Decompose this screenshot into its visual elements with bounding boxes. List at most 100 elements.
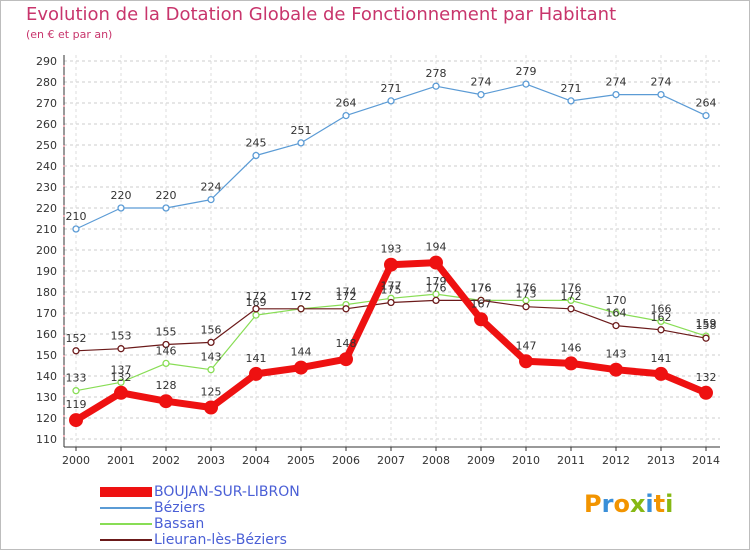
series-point-beziers	[702, 111, 710, 120]
data-label-lieuran: 176	[471, 281, 492, 294]
series-point-boujan	[384, 257, 398, 272]
series-point-boujan	[159, 394, 173, 409]
legend-item-bassan: Bassan	[100, 516, 430, 532]
legend-item-beziers: Béziers	[100, 500, 430, 516]
x-tick-label-2012: 2012	[602, 454, 630, 467]
data-label-lieuran: 173	[516, 288, 537, 301]
series-point-boujan	[339, 352, 353, 367]
y-tick-label-250: 250	[36, 139, 57, 152]
legend-swatch-lieuran	[100, 539, 152, 541]
data-label-lieuran: 164	[606, 307, 627, 320]
x-tick-label-2001: 2001	[107, 454, 135, 467]
series-point-beziers	[612, 90, 620, 99]
data-label-bassan: 177	[381, 279, 402, 292]
series-point-beziers	[297, 139, 305, 147]
series-point-bassan	[162, 359, 170, 368]
series-point-beziers	[387, 97, 395, 105]
legend-item-lieuran: Lieuran-lès-Béziers	[100, 532, 430, 548]
data-label-lieuran: 153	[111, 330, 132, 343]
data-label-bassan: 146	[156, 344, 177, 357]
data-label-bassan: 169	[246, 296, 267, 309]
data-label-bassan: 133	[66, 372, 87, 385]
series-point-lieuran	[297, 305, 305, 313]
series-point-boujan	[429, 255, 443, 270]
data-label-lieuran: 176	[426, 281, 447, 294]
data-label-boujan: 128	[156, 379, 177, 392]
data-label-beziers: 271	[561, 82, 582, 95]
y-tick-label-180: 180	[36, 286, 57, 299]
series-point-beziers	[567, 97, 575, 105]
data-label-bassan: 174	[336, 286, 357, 299]
data-label-boujan: 167	[471, 297, 492, 310]
data-label-boujan: 194	[426, 241, 447, 254]
data-label-boujan: 132	[111, 371, 132, 384]
data-label-boujan: 141	[246, 352, 267, 365]
data-label-lieuran: 162	[651, 311, 672, 324]
data-label-bassan: 176	[471, 281, 492, 294]
data-label-beziers: 224	[201, 181, 222, 194]
y-tick-label-150: 150	[36, 349, 57, 362]
data-label-bassan: 172	[291, 290, 312, 303]
series-point-lieuran	[207, 338, 215, 347]
legend-label-lieuran: Lieuran-lès-Béziers	[154, 532, 287, 548]
data-label-bassan: 166	[651, 302, 672, 315]
data-label-boujan: 141	[651, 352, 672, 365]
data-label-layer: 210 220 220 224 245 251 264 271 278 274 279 271 274 2…	[66, 65, 717, 411]
chart-title: Evolution de la Dotation Globale de Fonc…	[26, 4, 617, 25]
x-tick-label-2011: 2011	[557, 454, 585, 467]
x-tick-label-2000: 2000	[62, 454, 90, 467]
y-tick-label-260: 260	[36, 118, 57, 131]
series-point-lieuran	[522, 303, 530, 311]
data-label-lieuran: 172	[336, 290, 357, 303]
series-point-lieuran	[657, 326, 665, 334]
series-point-bassan	[252, 311, 260, 319]
data-label-boujan: 143	[606, 348, 627, 361]
y-tick-label-210: 210	[36, 223, 57, 236]
series-point-boujan	[564, 356, 578, 371]
x-tick-label-2002: 2002	[152, 454, 180, 467]
series-point-lieuran	[387, 298, 395, 307]
legend-swatch-beziers	[100, 507, 152, 509]
series-point-bassan	[117, 378, 125, 386]
series-point-beziers	[522, 80, 530, 88]
series-point-bassan	[657, 317, 665, 326]
data-label-beziers: 245	[246, 137, 267, 150]
data-label-bassan: 159	[696, 317, 717, 330]
series-point-beziers	[72, 225, 80, 233]
grid-layer	[64, 55, 720, 447]
series-point-beziers	[342, 111, 350, 120]
data-label-boujan: 125	[201, 386, 222, 399]
x-tick-label-2003: 2003	[197, 454, 225, 467]
legend-label-beziers: Béziers	[154, 500, 206, 516]
series-point-lieuran	[162, 340, 170, 349]
series-layer	[69, 80, 713, 428]
series-point-beziers	[477, 90, 485, 99]
series-point-boujan	[249, 366, 263, 381]
x-tick-label-2004: 2004	[242, 454, 270, 467]
series-point-beziers	[252, 151, 260, 160]
series-point-boujan	[609, 362, 623, 377]
data-label-beziers: 271	[381, 82, 402, 95]
legend-swatch-boujan	[100, 487, 152, 497]
data-label-beziers: 264	[336, 97, 357, 110]
x-tick-label-2008: 2008	[422, 454, 450, 467]
series-point-boujan	[114, 385, 128, 400]
x-tick-label-2009: 2009	[467, 454, 495, 467]
data-label-bassan: 179	[426, 275, 447, 288]
series-point-boujan	[474, 312, 488, 327]
series-point-bassan	[207, 366, 215, 374]
y-tick-label-160: 160	[36, 328, 57, 341]
y-tick-label-110: 110	[36, 433, 57, 446]
data-label-lieuran: 158	[696, 319, 717, 332]
logo-letter: P	[584, 490, 602, 518]
data-label-beziers: 210	[66, 210, 87, 223]
series-point-lieuran	[477, 296, 485, 305]
data-label-beziers: 220	[156, 189, 177, 202]
legend-item-boujan: BOUJAN-SUR-LIBRON	[100, 484, 430, 500]
data-label-beziers: 274	[471, 76, 492, 89]
x-tick-label-2005: 2005	[287, 454, 315, 467]
data-label-boujan: 148	[336, 337, 357, 350]
y-tick-label-120: 120	[36, 412, 57, 425]
logo-letter: t	[653, 490, 666, 518]
